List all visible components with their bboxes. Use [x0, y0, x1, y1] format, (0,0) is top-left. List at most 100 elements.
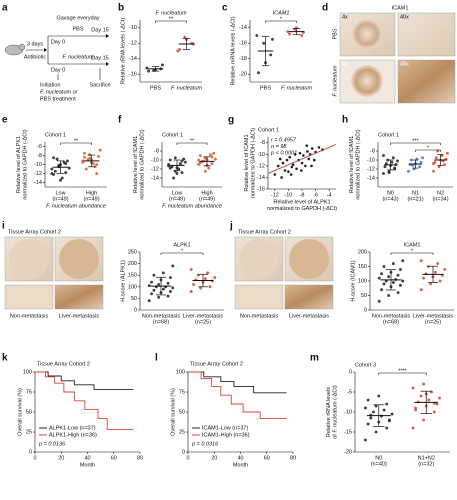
data-dot — [166, 281, 170, 285]
x-tick-label: (n=21) — [407, 196, 423, 202]
data-dot — [382, 154, 385, 157]
data-dot — [150, 280, 154, 284]
y-tick-label: -6 — [37, 144, 42, 150]
survival-curve — [188, 371, 287, 394]
data-dot — [432, 162, 435, 166]
data-dot — [295, 167, 298, 171]
y-tick-label: 250 — [128, 249, 137, 255]
panel-letter: l — [155, 353, 158, 364]
y-tick-label: -16 — [129, 72, 137, 78]
panel-letter: f — [118, 115, 122, 126]
significance-bracket — [155, 20, 187, 23]
data-dot — [364, 438, 367, 442]
data-dot — [304, 164, 307, 168]
significance-label: * — [280, 16, 283, 22]
y-tick-label: -8 — [260, 140, 265, 146]
x-tick-label: 60 — [111, 455, 117, 461]
data-dot — [374, 430, 378, 434]
x-tick-label: (n=68) — [153, 319, 169, 325]
x-axis-label: Relative level of ALPK1 — [273, 199, 330, 205]
data-dot — [283, 169, 287, 172]
data-dot — [288, 155, 292, 159]
survival-curve — [35, 371, 134, 391]
y-tick-label: -8 — [37, 153, 42, 159]
data-dot — [306, 150, 309, 153]
y-tick-label: -8 — [154, 148, 159, 154]
ihc-images: ICAM1 4x 40x 4x 40x PBS F. nucleatum — [332, 5, 456, 104]
y-tick-label: 200 — [128, 261, 137, 267]
data-dot — [383, 165, 387, 169]
significance-bracket — [265, 20, 297, 23]
panel-letter: a — [2, 3, 8, 14]
data-dot — [208, 153, 212, 157]
data-dot — [380, 272, 384, 276]
data-dot — [411, 386, 415, 390]
schema: 3 days Antibiotic Gavage everyday PBS Da… — [4, 15, 111, 102]
data-dot — [382, 265, 386, 268]
data-dot — [84, 167, 88, 171]
data-dot — [257, 71, 261, 75]
tissue-array-images: Tissue Array Cohort 2 Non-metastasis Liv… — [4, 229, 104, 319]
data-dot — [62, 160, 66, 164]
magnification: 4x — [342, 14, 348, 20]
magnification: 4x — [342, 61, 348, 67]
x-tick-label: Non-metastasis — [142, 313, 180, 319]
data-dot — [436, 262, 440, 266]
data-dot — [419, 259, 423, 263]
data-dot — [419, 394, 423, 398]
significance-bracket — [176, 142, 208, 145]
data-dot — [172, 176, 176, 180]
schema-text: Sacrifice — [89, 82, 110, 88]
data-dot — [286, 30, 290, 34]
y-tick-label: -10 — [34, 162, 42, 168]
legend-label: ICAM1-High (n=36) — [202, 432, 250, 438]
y-tick-label: -12 — [257, 163, 265, 169]
x-tick-label: Low — [172, 190, 182, 196]
y-axis-label: Relative level of ICAM1 — [244, 134, 250, 191]
x-tick-label: (n=49) — [83, 196, 99, 202]
y-tick-label: -15 — [344, 429, 352, 435]
data-dot — [364, 406, 367, 410]
data-dot — [291, 163, 295, 167]
chart-title: F. nucleatum — [155, 10, 187, 16]
y-axis-label: normalized to GAPDH (-ΔCt) — [250, 128, 256, 198]
data-dot — [396, 159, 399, 163]
y-tick-label: -18 — [239, 56, 247, 62]
x-axis-label: F. nucleatum abundance — [162, 203, 222, 209]
data-dot — [419, 288, 423, 292]
survival-curve — [188, 371, 287, 419]
x-tick-label: (n=34) — [432, 196, 448, 202]
data-dot — [83, 155, 87, 159]
data-dot — [382, 408, 386, 412]
y-tick-label: 100 — [358, 278, 367, 284]
cohort-label: Tissue Array Cohort 2 — [8, 229, 61, 235]
panel-letter: g — [228, 115, 234, 126]
significance-bracket — [160, 252, 204, 255]
x-tick-label: F. nucleatum — [281, 85, 313, 91]
data-dot — [67, 166, 71, 170]
x-tick-label: High — [86, 190, 97, 196]
y-tick-label: 100 — [128, 284, 137, 290]
x-tick-label: (n=25) — [425, 319, 441, 325]
x-tick-label: (n=25) — [195, 319, 211, 325]
y-axis-label: Relative level of ALPK1 — [16, 136, 22, 193]
x-tick-label: (n=43) — [382, 196, 398, 202]
x-tick-label: 0 — [33, 455, 36, 461]
y-tick-label: -16 — [239, 41, 247, 47]
data-dot — [281, 161, 285, 165]
panel-letter: e — [2, 115, 8, 126]
y-axis-label: H-score (ICAM1) — [350, 260, 356, 301]
data-dot — [152, 288, 156, 292]
data-dot — [197, 158, 201, 162]
data-dot — [88, 153, 92, 157]
chart-title: Cohort 1 — [162, 132, 183, 138]
data-dot — [270, 37, 274, 41]
data-dot — [178, 162, 182, 166]
data-dot — [83, 151, 87, 155]
data-dot — [305, 144, 309, 147]
data-dot — [175, 172, 179, 175]
x-tick-label: 20 — [58, 455, 64, 461]
x-tick-label: 80 — [290, 455, 296, 461]
y-tick-label: -10 — [257, 152, 265, 158]
